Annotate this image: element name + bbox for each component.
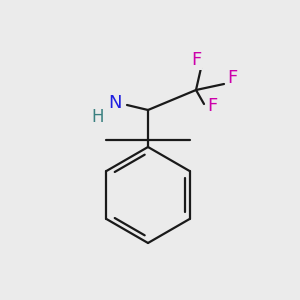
Text: F: F: [227, 69, 237, 87]
Text: N: N: [108, 94, 122, 112]
Text: F: F: [207, 97, 217, 115]
Text: H: H: [92, 108, 104, 126]
Text: F: F: [191, 51, 201, 69]
